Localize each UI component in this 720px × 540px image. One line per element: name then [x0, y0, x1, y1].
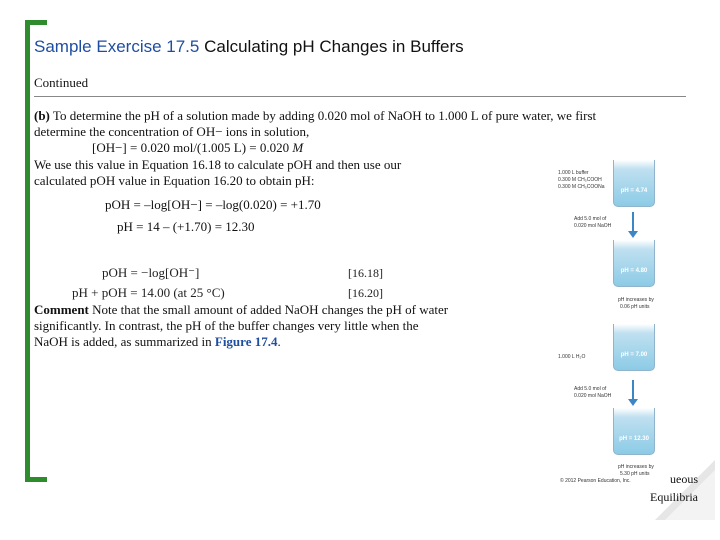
buffer-label-3: 0.300 M CH₃COONa: [558, 184, 605, 190]
footer-chapter-line-2: Equilibria: [650, 490, 698, 504]
water-beaker-after: pH = 12.30: [613, 408, 655, 455]
ph-buffer-initial: pH = 4.74: [620, 188, 648, 194]
part-label: (b): [34, 108, 50, 123]
water-beaker: pH = 7.00: [613, 324, 655, 371]
poh-calculation: pOH = –log[OH−] = –log(0.020) = +1.70: [105, 197, 321, 212]
footer-triangle-decoration: [655, 460, 715, 520]
equation-16-18-number: [16.18]: [348, 266, 383, 280]
comment-paragraph: Comment Note that the small amount of ad…: [34, 302, 454, 350]
increase-label-2b: 5.30 pH units: [620, 471, 650, 477]
increase-label-2a: pH increases by: [618, 464, 654, 470]
body-line-3: We use this value in Equation 16.18 to c…: [34, 157, 402, 172]
ph-calculation: pH = 14 – (+1.70) = 12.30: [117, 219, 255, 234]
arrow-head-1: [628, 231, 638, 238]
equation-16-20: pH + pOH = 14.00 (at 25 °C): [72, 285, 225, 300]
green-bracket-bottom: [25, 477, 47, 482]
add-naoh-label-1a: Add 5.0 mol of: [574, 216, 607, 222]
figure-17-4: 1.000 L buffer 0.300 M CH₃COOH 0.300 M C…: [552, 158, 670, 484]
copyright-note: © 2012 Pearson Education, Inc.: [560, 478, 631, 484]
comment-text: Note that the small amount of added NaOH…: [34, 302, 449, 349]
title-number: Sample Exercise 17.5: [34, 37, 200, 56]
green-bracket-top: [25, 20, 47, 25]
buffer-label-1: 1.000 L buffer: [558, 170, 589, 176]
title-rule: [34, 96, 686, 97]
arrow-down-1: [632, 212, 634, 232]
arrow-head-2: [628, 399, 638, 406]
equation-16-18: pOH = −log[OH⁻]: [102, 265, 200, 280]
concentration-equation: [OH−] = 0.020 mol/(1.005 L) = 0.020 M: [92, 140, 303, 156]
title-text: Calculating pH Changes in Buffers: [199, 37, 464, 56]
body-line-1-text: To determine the pH of a solution made b…: [49, 108, 597, 123]
water-label: 1.000 L H₂O: [558, 354, 586, 360]
page-title: Sample Exercise 17.5 Calculating pH Chan…: [34, 37, 464, 57]
conc-eq-text: [OH−] = 0.020 mol/(1.005 L) = 0.020: [92, 140, 290, 155]
equation-16-20-number: [16.20]: [348, 286, 383, 300]
add-naoh-label-1b: 0.020 mol NaOH: [574, 223, 612, 229]
conc-unit: M: [292, 140, 304, 155]
arrow-down-2: [632, 380, 634, 400]
ph-water-after: pH = 12.30: [619, 436, 649, 442]
footer-chapter-line-1: ueous: [670, 472, 698, 486]
increase-label-1b: 0.06 pH units: [620, 304, 650, 310]
body-line-2: determine the concentration of OH− ions …: [34, 124, 310, 139]
continued-label: Continued: [34, 75, 89, 90]
buffer-beaker-after: pH = 4.80: [613, 240, 655, 287]
buffer-label-2: 0.300 M CH₃COOH: [558, 177, 602, 183]
body-line-4: calculated pOH value in Equation 16.20 t…: [34, 173, 315, 188]
increase-label-1a: pH increases by: [618, 297, 654, 303]
ph-water-initial: pH = 7.00: [620, 352, 648, 358]
comment-label: Comment: [34, 302, 89, 317]
ph-buffer-after: pH = 4.80: [620, 268, 648, 274]
add-naoh-label-2b: 0.020 mol NaOH: [574, 393, 612, 399]
body-line-1: (b) To determine the pH of a solution ma…: [34, 108, 596, 124]
green-bracket-line: [25, 20, 30, 482]
comment-end: .: [277, 334, 281, 349]
figure-link[interactable]: Figure 17.4: [214, 334, 278, 349]
buffer-beaker: pH = 4.74: [613, 160, 655, 207]
add-naoh-label-2a: Add 5.0 mol of: [574, 386, 607, 392]
